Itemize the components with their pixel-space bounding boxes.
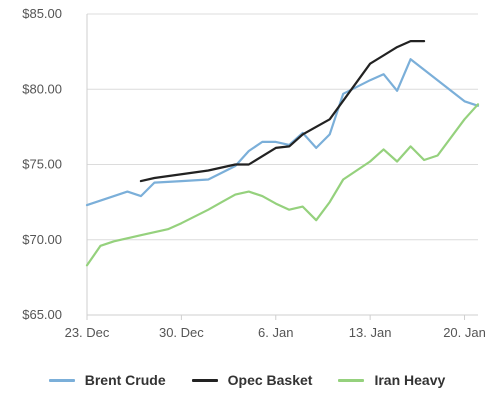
chart-legend: Brent Crude Opec Basket Iran Heavy bbox=[0, 370, 494, 390]
x-tick-label: 23. Dec bbox=[65, 325, 110, 340]
y-tick-label: $85.00 bbox=[22, 6, 62, 21]
y-axis-ticks: $65.00 $70.00 $75.00 $80.00 $85.00 bbox=[22, 6, 62, 322]
legend-label-opec-basket: Opec Basket bbox=[227, 372, 313, 388]
y-tick-label: $75.00 bbox=[22, 157, 62, 172]
series-line-brent-crude bbox=[85, 58, 480, 207]
y-tick-label: $65.00 bbox=[22, 307, 62, 322]
legend-item-brent-crude[interactable]: Brent Crude bbox=[48, 372, 166, 388]
x-tick-label: 20. Jan bbox=[443, 325, 486, 340]
legend-label-iran-heavy: Iran Heavy bbox=[374, 372, 446, 388]
series-line-iran-heavy bbox=[85, 103, 480, 267]
legend-swatch-opec-basket bbox=[191, 378, 218, 382]
gridlines bbox=[87, 13, 478, 241]
legend-label-brent-crude: Brent Crude bbox=[84, 372, 166, 388]
line-chart: $65.00 $70.00 $75.00 $80.00 $85.00 23. Dec 30… bbox=[22, 6, 486, 340]
legend-swatch-brent-crude bbox=[48, 378, 75, 382]
x-tick-label: 30. Dec bbox=[159, 325, 204, 340]
series-line-opec-basket bbox=[139, 40, 426, 183]
legend-swatch-iran-heavy bbox=[338, 378, 365, 382]
y-tick-label: $70.00 bbox=[22, 232, 62, 247]
legend-item-opec-basket[interactable]: Opec Basket bbox=[191, 372, 313, 388]
series-lines bbox=[85, 40, 480, 267]
x-tick-label: 13. Jan bbox=[349, 325, 392, 340]
axes bbox=[86, 14, 478, 320]
y-tick-label: $80.00 bbox=[22, 81, 62, 96]
x-axis-ticks: 23. Dec 30. Dec 6. Jan 13. Jan 20. Jan bbox=[65, 325, 486, 340]
x-tick-label: 6. Jan bbox=[258, 325, 293, 340]
legend-item-iran-heavy[interactable]: Iran Heavy bbox=[338, 372, 445, 388]
